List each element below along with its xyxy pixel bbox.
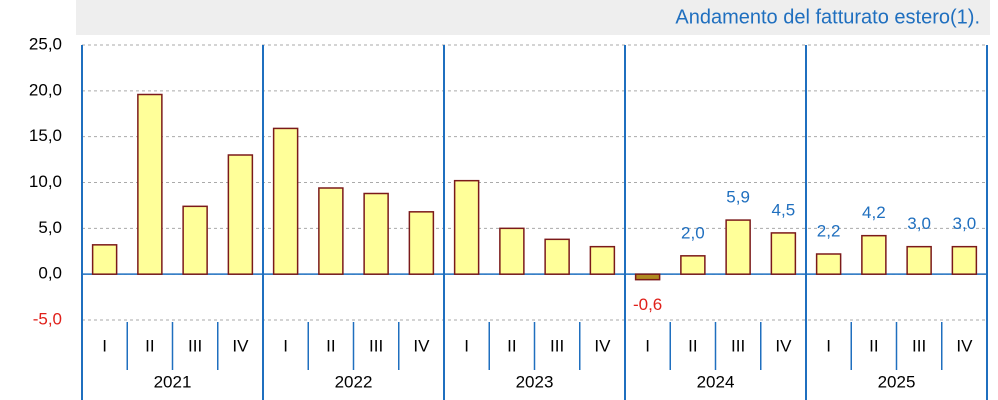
x-tick-label: IV [594,336,611,355]
bar [227,154,254,275]
group-label: 2022 [335,372,373,391]
x-tick-label: III [188,336,202,355]
x-tick-label: IV [413,336,430,355]
bar [544,238,570,275]
group-label: 2025 [878,372,916,391]
bar [906,245,932,275]
x-tick-label: IV [232,336,249,355]
x-tick-label: III [731,336,745,355]
x-tick-label: IV [775,336,792,355]
x-tick-label: III [550,336,564,355]
x-tick-label: I [283,336,288,355]
bar [408,211,435,275]
bar [182,205,208,275]
bar [91,244,118,275]
x-tick-label: II [326,336,335,355]
bar [453,179,480,275]
bar [634,273,661,281]
bar [499,227,525,275]
group-label: 2021 [154,372,192,391]
x-tick-label: II [688,336,697,355]
bar [861,234,887,275]
x-tick-label: II [145,336,154,355]
bar [680,255,706,275]
value-label: 2,2 [817,221,841,240]
x-tick-label: II [507,336,516,355]
x-tick-label: III [369,336,383,355]
y-tick-label: 5,0 [38,218,62,237]
y-tick-label: 25,0 [29,34,62,53]
title-bar [76,0,990,35]
value-label: 5,9 [726,188,750,207]
value-label: 2,0 [681,223,705,242]
y-tick-label: 20,0 [29,80,62,99]
bar [318,187,344,275]
bar [951,245,978,275]
y-tick-label: -5,0 [33,309,62,328]
x-tick-label: I [102,336,107,355]
x-tick-label: I [645,336,650,355]
x-tick-label: I [464,336,469,355]
x-tick-label: II [869,336,878,355]
bar [815,253,842,275]
bar [589,245,616,275]
value-label: 3,0 [953,214,977,233]
value-label: 3,0 [907,214,931,233]
bar [770,232,797,275]
x-tick-label: III [912,336,926,355]
value-label: -0,6 [633,295,662,314]
y-tick-label: 15,0 [29,126,62,145]
value-label: 4,5 [772,200,796,219]
bar [363,192,389,275]
chart-title: Andamento del fatturato estero(1). [675,6,980,28]
y-tick-label: 0,0 [38,264,62,283]
group-label: 2023 [516,372,554,391]
group-label: 2024 [697,372,735,391]
bar [725,219,751,275]
x-tick-label: IV [956,336,973,355]
bar [137,93,163,275]
bar [272,127,299,275]
y-tick-label: 10,0 [29,172,62,191]
value-label: 4,2 [862,203,886,222]
x-tick-label: I [826,336,831,355]
